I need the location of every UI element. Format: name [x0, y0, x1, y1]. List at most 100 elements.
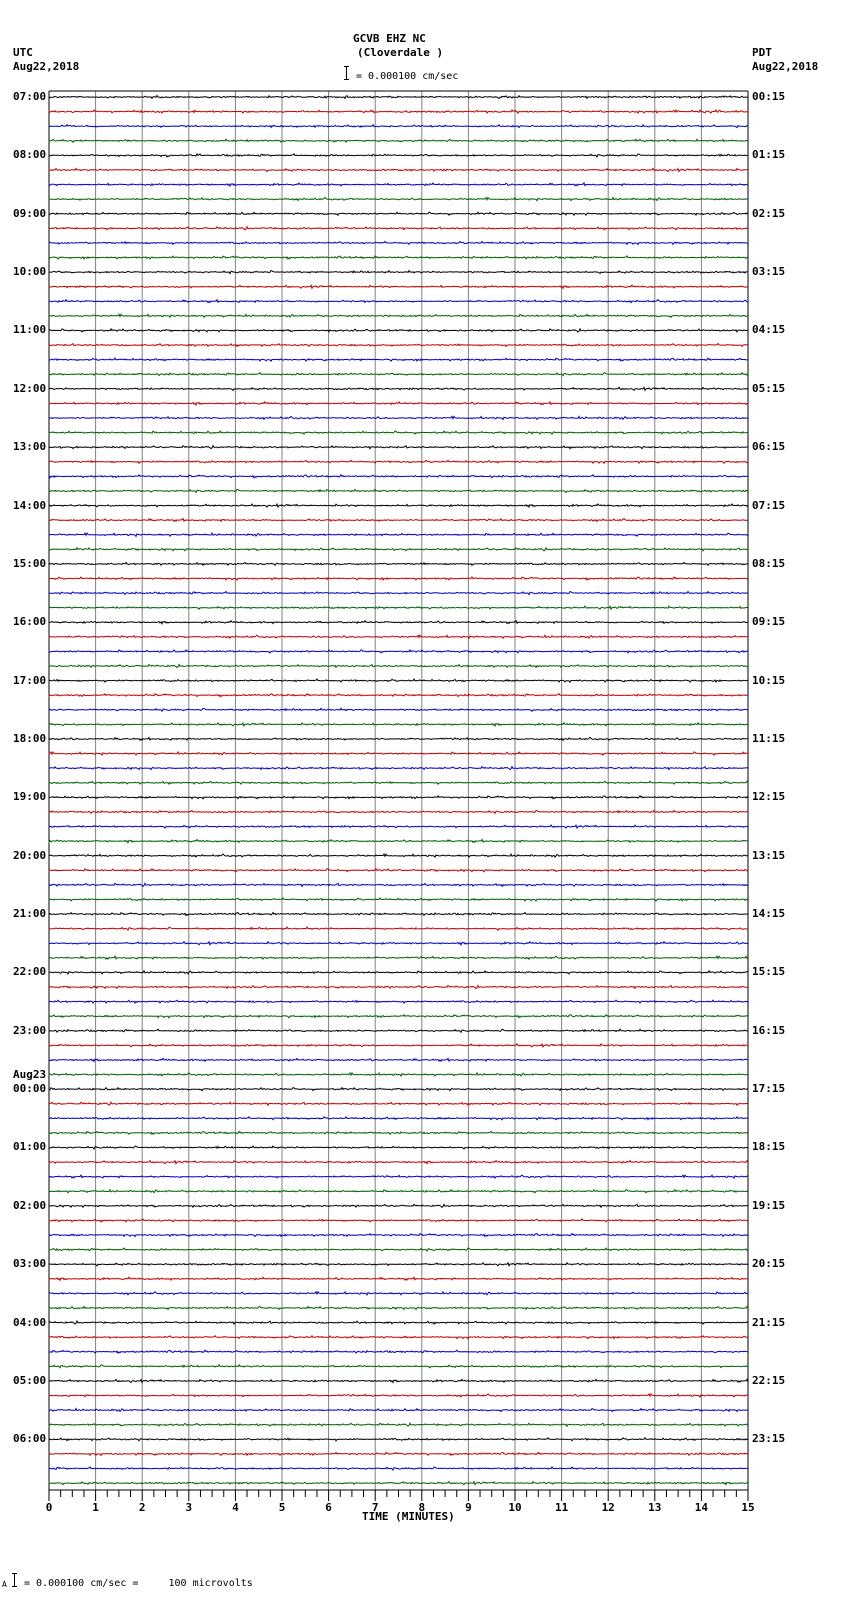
utc-hour-label: 20:00	[13, 848, 47, 862]
seismic-trace	[48, 780, 749, 786]
seismic-trace	[48, 692, 749, 698]
seismic-trace	[48, 1422, 749, 1428]
utc-hour-label: 01:00	[13, 1140, 47, 1154]
utc-hour-label: 03:00	[13, 1257, 47, 1271]
seismic-trace	[48, 1203, 749, 1209]
utc-hour-label: 05:00	[13, 1373, 47, 1387]
x-tick-label: 12	[601, 1501, 615, 1514]
seismic-trace	[48, 1071, 749, 1078]
pdt-hour-label: 02:15	[752, 206, 786, 220]
seismic-trace	[48, 1028, 749, 1034]
x-tick-label: 13	[648, 1501, 662, 1514]
utc-hour-label: 04:00	[13, 1315, 47, 1329]
seismic-trace	[48, 1451, 749, 1457]
pdt-hour-label: 07:15	[752, 498, 786, 512]
pdt-hour-label: 09:15	[752, 615, 786, 629]
seismic-trace	[48, 1057, 749, 1063]
seismic-trace	[48, 1101, 749, 1107]
x-tick-label: 4	[232, 1501, 239, 1514]
seismic-trace	[48, 138, 749, 144]
pdt-label: PDT	[752, 46, 772, 59]
seismic-trace	[48, 152, 749, 158]
seismic-trace	[48, 809, 749, 815]
seismic-trace	[48, 897, 749, 902]
seismic-trace	[48, 1218, 749, 1223]
seismic-trace	[48, 999, 749, 1005]
pdt-hour-label: 21:15	[752, 1315, 786, 1329]
utc-hour-label: 18:00	[13, 731, 47, 745]
x-tick-label: 14	[694, 1501, 709, 1514]
seismic-trace	[48, 678, 749, 684]
seismic-trace	[48, 736, 749, 742]
seismic-trace	[48, 1130, 749, 1136]
utc-hour-label: 09:00	[13, 206, 47, 220]
pdt-hour-label: 00:15	[752, 90, 786, 103]
seismic-trace	[48, 619, 749, 625]
seismic-trace	[48, 313, 748, 319]
pdt-hour-label: 19:15	[752, 1198, 786, 1212]
seismic-trace	[48, 1480, 749, 1486]
seismic-trace	[48, 94, 749, 100]
utc-hour-label: 22:00	[13, 965, 47, 979]
utc-hour-label: 23:00	[13, 1023, 47, 1037]
seismic-trace	[48, 576, 749, 582]
seismic-trace	[48, 342, 749, 348]
pdt-hour-label: 23:15	[752, 1432, 786, 1446]
pdt-hour-label: 22:15	[752, 1373, 786, 1387]
pdt-date: Aug22,2018	[752, 60, 819, 73]
seismic-trace	[48, 502, 749, 509]
seismic-trace	[48, 663, 749, 669]
pdt-hour-label: 10:15	[752, 673, 786, 687]
seismic-trace	[48, 1407, 749, 1413]
seismic-trace	[49, 517, 749, 523]
utc-hour-label: 10:00	[13, 265, 47, 279]
pdt-hour-label: 11:15	[752, 731, 786, 745]
seismic-trace	[48, 707, 748, 713]
seismic-trace	[48, 1465, 749, 1471]
utc-hour-label: 08:00	[13, 148, 47, 162]
seismic-trace	[48, 1145, 749, 1150]
pdt-hour-label: 06:15	[752, 440, 786, 454]
utc-label: UTC	[13, 46, 33, 59]
utc-hour-label: 19:00	[13, 790, 47, 804]
seismic-trace	[48, 459, 749, 465]
seismic-trace	[48, 750, 749, 757]
utc-hour-label: 00:00	[13, 1082, 47, 1096]
x-tick-label: 0	[45, 1501, 53, 1514]
seismic-trace	[48, 225, 749, 231]
pdt-hour-label: 18:15	[752, 1140, 786, 1154]
x-tick-label: 5	[278, 1501, 286, 1514]
seismic-trace	[48, 1276, 749, 1282]
seismic-trace	[48, 255, 749, 260]
seismic-trace	[48, 648, 749, 654]
footer-scale-text: = 0.000100 cm/sec = 100 microvolts	[24, 1578, 253, 1589]
utc-hour-label: 16:00	[13, 615, 47, 629]
x-tick-label: 9	[465, 1501, 472, 1514]
seismic-trace	[48, 473, 749, 479]
seismic-trace	[48, 605, 749, 611]
seismic-trace	[48, 327, 748, 333]
pdt-hour-label: 08:15	[752, 556, 786, 570]
pdt-hour-label: 20:15	[752, 1257, 786, 1271]
x-tick-label: 10	[508, 1501, 522, 1514]
seismic-trace	[48, 240, 749, 246]
seismic-trace	[48, 867, 749, 873]
scale-bar-icon	[344, 66, 349, 80]
pdt-hour-label: 01:15	[752, 148, 786, 162]
x-tick-label: 7	[371, 1501, 379, 1514]
seismic-trace	[48, 1392, 749, 1399]
date-change-label: Aug23	[13, 1068, 47, 1082]
seismic-trace	[48, 415, 749, 421]
utc-hour-label: 12:00	[13, 381, 47, 395]
seismic-trace	[48, 823, 749, 830]
seismic-trace	[48, 1159, 749, 1165]
pdt-hour-label: 14:15	[752, 907, 786, 921]
utc-hour-label: 14:00	[13, 498, 47, 512]
x-tick-label: 6	[325, 1501, 332, 1514]
pdt-hour-label: 15:15	[752, 965, 786, 979]
seismic-trace	[48, 1261, 748, 1267]
seismic-trace	[48, 108, 749, 115]
pdt-hour-label: 17:15	[752, 1082, 786, 1096]
seismic-trace	[48, 765, 749, 771]
seismic-trace	[48, 1290, 749, 1296]
